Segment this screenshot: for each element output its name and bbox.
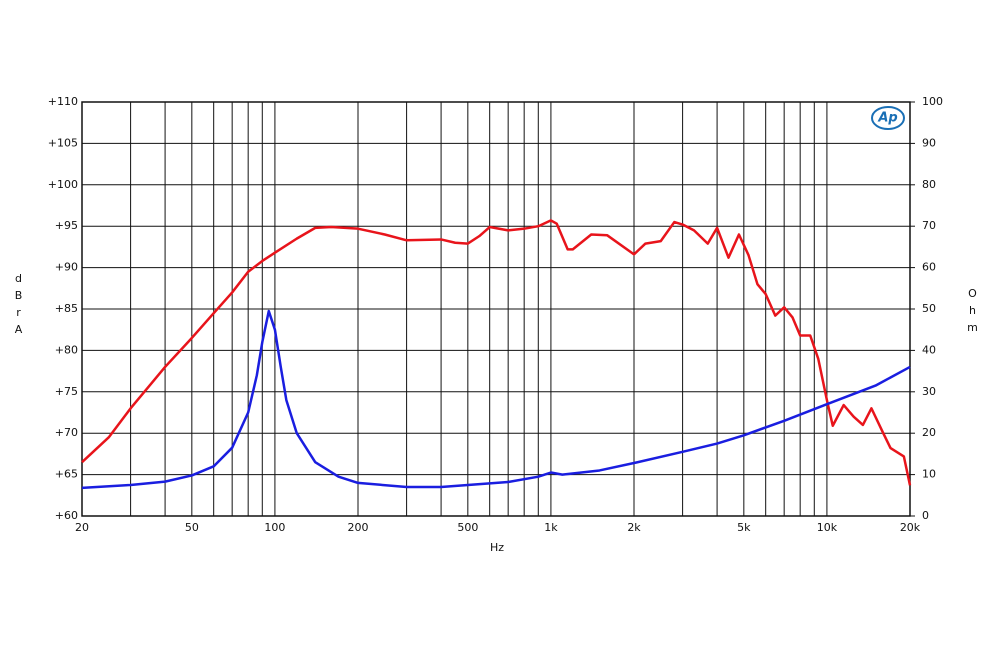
logo: Ap [877, 111, 897, 126]
y2-tick-label: 10 [922, 468, 936, 481]
y-tick-label: +80 [55, 343, 78, 356]
y2-tick-label: 100 [922, 95, 943, 108]
y2-tick-label: 30 [922, 385, 936, 398]
y2-tick-label: 80 [922, 178, 936, 191]
x-tick-label: 100 [264, 521, 285, 534]
y2-tick-label: 0 [922, 509, 929, 522]
logo-badge [871, 106, 905, 130]
y-tick-label: +70 [55, 426, 78, 439]
x-axis-label: Hz [490, 541, 504, 554]
x-tick-label: 200 [348, 521, 369, 534]
x-tick-label: 1k [544, 521, 558, 534]
y-tick-label: +110 [48, 95, 78, 108]
y-tick-label: +90 [55, 261, 78, 274]
y-tick-label: +85 [55, 302, 78, 315]
y2-tick-label: 20 [922, 426, 936, 439]
series-line [81, 309, 911, 490]
x-tick-label: 500 [457, 521, 478, 534]
y-tick-label: +75 [55, 385, 78, 398]
y2-tick-label: 70 [922, 219, 936, 232]
y-tick-label: +60 [55, 509, 78, 522]
series-line [81, 219, 912, 486]
x-tick-label: 50 [185, 521, 199, 534]
y-tick-label: +105 [48, 136, 78, 149]
y2-tick-label: 60 [922, 261, 936, 274]
y2-tick-label: 40 [922, 343, 936, 356]
y-axis-label: dBrA [12, 272, 25, 340]
x-tick-label: 2k [627, 521, 641, 534]
x-tick-label: 5k [737, 521, 751, 534]
x-tick-label: 10k [817, 521, 838, 534]
x-tick-label: 20 [75, 521, 89, 534]
y2-tick-label: 90 [922, 136, 936, 149]
y2-axis-label: Ohm [966, 287, 979, 338]
y-tick-label: +65 [55, 468, 78, 481]
y2-tick-label: 50 [922, 302, 936, 315]
y-tick-label: +95 [55, 219, 78, 232]
y-tick-label: +100 [48, 178, 78, 191]
x-tick-label: 20k [900, 521, 921, 534]
